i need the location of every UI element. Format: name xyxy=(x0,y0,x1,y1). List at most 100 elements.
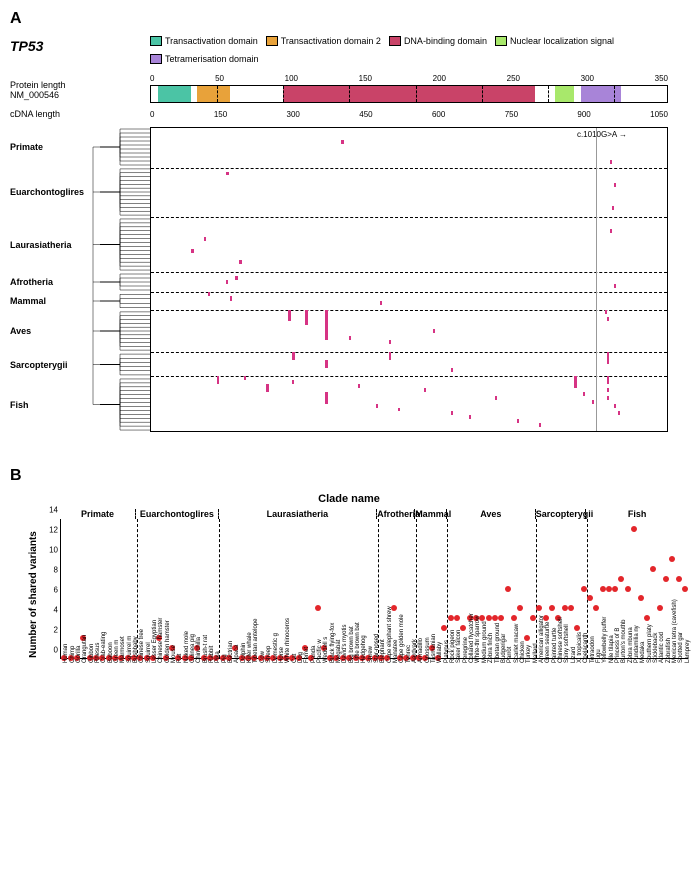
variant-tick xyxy=(389,356,391,360)
clade-label: Fish xyxy=(10,377,90,432)
variant-tick xyxy=(574,384,577,388)
variant-tick xyxy=(288,317,291,321)
data-point xyxy=(536,605,542,611)
clade-header: Mammal xyxy=(415,509,447,519)
species-label: Medium ground xyxy=(482,621,488,663)
domain-segment xyxy=(283,86,534,102)
species-label: Spotted gar xyxy=(678,632,684,663)
data-point xyxy=(581,586,587,592)
variant-tick xyxy=(389,340,391,344)
species-label: Zebra finch xyxy=(488,633,494,663)
species-label: Tenrec xyxy=(406,645,412,663)
variant-tick xyxy=(612,206,614,210)
data-point xyxy=(454,615,460,621)
species-label: Elephant xyxy=(380,639,386,663)
species-label: Big brown bat xyxy=(349,626,355,663)
variant-tick xyxy=(376,404,378,408)
species-label: Tibetan antelope xyxy=(253,619,259,663)
variant-tick xyxy=(305,321,308,325)
species-label: Dog xyxy=(298,652,304,663)
species-label: Domestic g xyxy=(273,633,279,663)
species-label: Pacific w xyxy=(317,639,323,663)
clade-label: Mammal xyxy=(10,292,90,310)
clade-header: Primate xyxy=(60,509,136,519)
species-label: Opossum xyxy=(425,637,431,663)
species-label: Chicken xyxy=(520,641,526,663)
variant-tick xyxy=(614,183,616,187)
legend-item: Tetramerisation domain xyxy=(150,54,259,64)
data-point xyxy=(492,615,498,621)
species-label: Black flying-fox xyxy=(330,623,336,663)
domain-bar xyxy=(150,85,668,103)
species-label: Weddell s xyxy=(323,637,329,663)
data-point xyxy=(530,615,536,621)
species-label: Pika xyxy=(215,651,221,663)
clade-header: Laurasiatheria xyxy=(219,509,378,519)
clade-header: Euarchontoglires xyxy=(136,509,218,519)
variant-tick xyxy=(610,160,612,164)
variant-tick xyxy=(605,310,607,314)
variant-tick xyxy=(583,392,585,396)
species-label: Yellowbelly puffer xyxy=(602,617,608,663)
data-point xyxy=(625,586,631,592)
species-label: Nile tilapia xyxy=(609,635,615,663)
species-label: Alpaca xyxy=(234,645,240,663)
species-label: Burton's mouthb xyxy=(621,619,627,663)
species-label: Cape golden mole xyxy=(399,614,405,663)
y-axis-title: Number of shared variants xyxy=(28,531,39,658)
data-point xyxy=(676,576,682,582)
data-point xyxy=(315,605,321,611)
cdna-axis: 01503004506007509001050 xyxy=(150,110,668,119)
variant-tick xyxy=(239,260,242,264)
species-label: Chimp xyxy=(70,646,76,663)
data-point xyxy=(631,526,637,532)
variant-tick xyxy=(208,292,210,296)
species-label: Green seaturtle xyxy=(545,622,551,663)
variant-tick xyxy=(607,317,609,321)
clade-label: Aves xyxy=(10,310,90,352)
variant-tick xyxy=(614,284,616,288)
protein-length-label: Protein length xyxy=(10,80,150,90)
species-label: Coelacanth xyxy=(583,633,589,663)
species-label: Turkey xyxy=(526,645,532,663)
heatmap-area: PrimateEuarchontogliresLaurasiatheriaAfr… xyxy=(10,127,688,437)
species-label: Chinese tree xyxy=(139,629,145,663)
species-label: Medaka xyxy=(640,642,646,663)
variant-tick xyxy=(325,336,328,340)
species-label: Atlantic cod xyxy=(659,632,665,663)
variant-tick xyxy=(358,384,360,388)
species-label: Zebrafish xyxy=(666,638,672,663)
data-point xyxy=(612,586,618,592)
clade-label: Laurasiatheria xyxy=(10,217,90,272)
species-label: Platypus xyxy=(444,640,450,663)
species-label: Cat xyxy=(292,654,298,663)
species-label: Painted turtle xyxy=(552,628,558,663)
species-label: Southern platy xyxy=(647,624,653,663)
data-point xyxy=(618,576,624,582)
variant-tick xyxy=(424,388,426,392)
clade-header: Aves xyxy=(447,509,536,519)
species-label: Chinese hamster xyxy=(158,618,164,663)
clade-headers: PrimateEuarchontogliresLaurasiatheriaAfr… xyxy=(60,509,688,519)
species-label: Lizard xyxy=(571,647,577,663)
species-label: David's myotis xyxy=(342,625,348,664)
species-label: Budgerigar xyxy=(501,634,507,663)
transcript-label: NM_000546 xyxy=(10,90,150,100)
data-point xyxy=(498,615,504,621)
variant-tick xyxy=(292,380,294,384)
species-label: Ferret xyxy=(304,647,310,663)
data-point xyxy=(441,625,447,631)
species-label: Brush-t rat xyxy=(203,635,209,663)
species-label: Tibetan ground xyxy=(495,623,501,663)
clade-header: Fish xyxy=(586,509,687,519)
data-point xyxy=(549,605,555,611)
species-label: Rat xyxy=(177,654,183,663)
cdna-length-label: cDNA length xyxy=(10,109,150,119)
data-point xyxy=(638,595,644,601)
data-point xyxy=(657,605,663,611)
variant-tick xyxy=(266,388,269,392)
phylo-tree xyxy=(90,127,150,437)
data-point xyxy=(669,556,675,562)
data-point xyxy=(663,576,669,582)
variant-tick xyxy=(610,229,612,233)
